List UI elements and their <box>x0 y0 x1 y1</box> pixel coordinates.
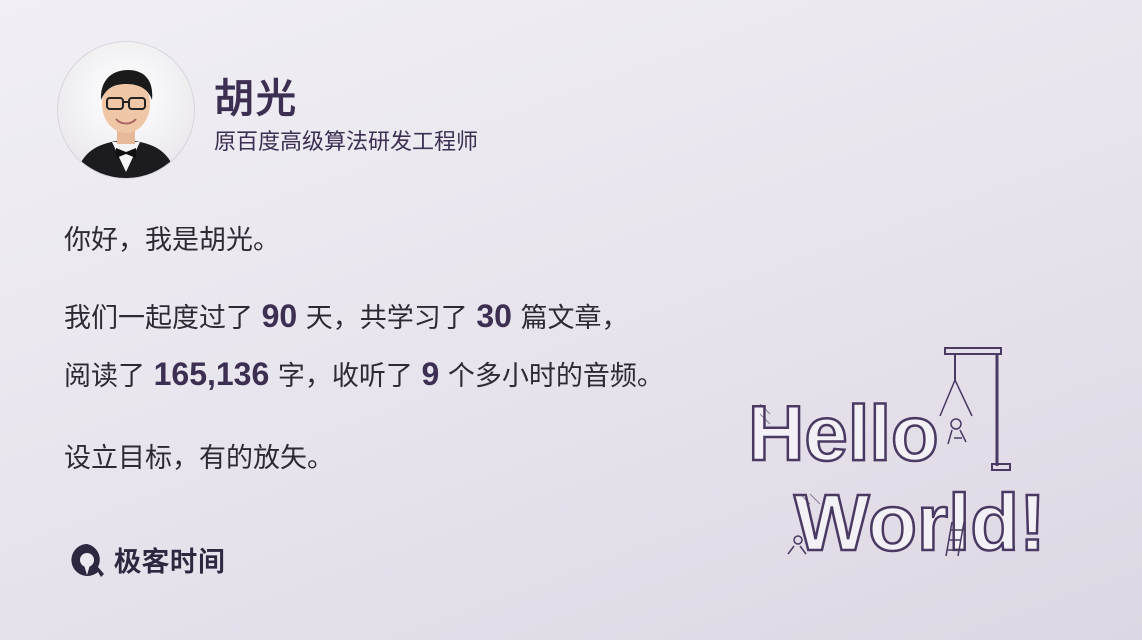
world-text: World! <box>794 478 1046 567</box>
stats-text: 我们一起度过了 <box>64 303 253 334</box>
hours-count: 9 <box>421 356 440 392</box>
author-name: 胡光 <box>214 76 298 122</box>
stats-text: 字，收听了 <box>277 361 413 392</box>
hello-text: Hello <box>748 389 939 477</box>
stats-text: 篇文章， <box>520 303 629 334</box>
closing: 设立目标，有的放矢。 <box>64 443 334 474</box>
brand-name: 极客时间 <box>114 547 226 578</box>
stats-line-1: 我们一起度过了 90 天，共学习了 30 篇文章， <box>64 296 629 335</box>
brand-logo: 极客时间 <box>68 540 226 579</box>
author-avatar <box>58 42 194 178</box>
greeting-text: 你好，我是胡光。 <box>64 218 280 257</box>
hello-world-illustration: Hello World! <box>740 344 1120 580</box>
closing-text: 设立目标，有的放矢。 <box>64 436 334 475</box>
stats-text: 天，共学习了 <box>305 303 468 334</box>
chars-count: 165,136 <box>153 356 270 392</box>
stats-text: 阅读了 <box>64 361 145 392</box>
author-title: 原百度高级算法研发工程师 <box>214 130 479 155</box>
articles-count: 30 <box>476 298 512 334</box>
greeting: 你好，我是胡光。 <box>64 225 280 256</box>
geektime-logo-icon <box>71 543 104 577</box>
stats-text: 个多小时的音频。 <box>447 361 664 392</box>
person-portrait-icon <box>76 70 176 178</box>
stats-line-2: 阅读了 165,136 字，收听了 9 个多小时的音频。 <box>64 354 664 393</box>
days-count: 90 <box>261 298 298 334</box>
